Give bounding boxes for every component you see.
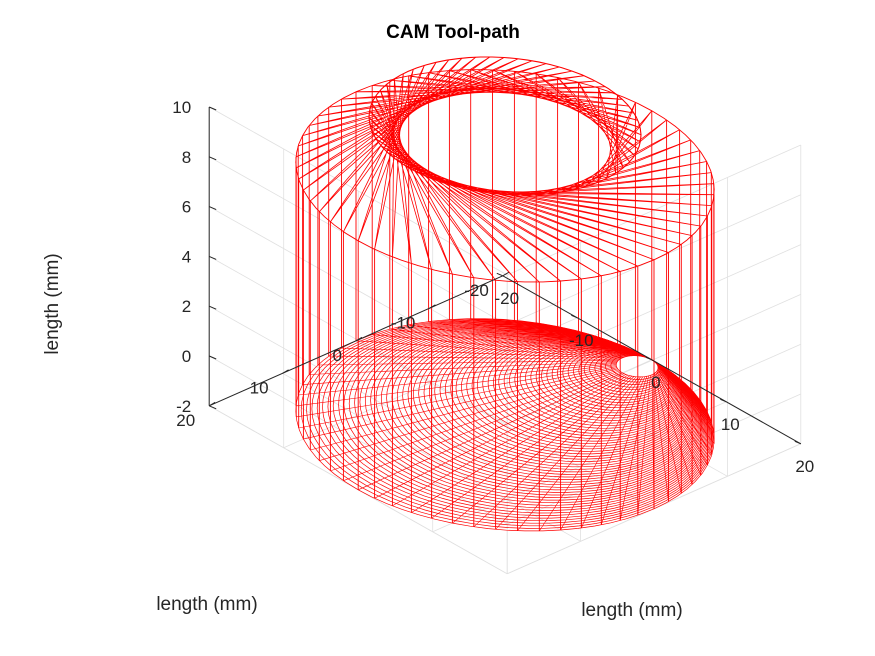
toolpath-bottom-spoke (495, 376, 637, 530)
x-tick-label: 0 (651, 373, 660, 392)
toolpath-bottom-spoke (617, 343, 649, 359)
toolpath-bottom-spoke (581, 376, 646, 529)
z-tick (209, 405, 217, 410)
toolpath-bottom-spoke (473, 376, 635, 528)
toolpath-bottom-spoke (317, 360, 619, 366)
toolpath-bottom-spoke (657, 364, 707, 411)
toolpath-top-inner-ring (368, 56, 642, 196)
toolpath-bottom-spoke (657, 365, 712, 422)
toolpath-bottom-spoke (452, 375, 633, 524)
toolpath-top-rim (295, 69, 715, 283)
z-tick (209, 156, 217, 161)
y-tick (282, 369, 289, 374)
z-tick (209, 255, 217, 260)
toolpath-bottom-spoke (389, 328, 626, 357)
toolpath-top-fan (295, 56, 715, 283)
y-tick (502, 271, 510, 277)
toolpath-bottom-spoke (657, 370, 708, 466)
z-tick-label: 2 (182, 297, 191, 316)
toolpath-bottom-spoke (619, 375, 649, 521)
toolpath-bottom-spoke (372, 334, 624, 358)
y-tick (355, 336, 363, 342)
y-tick (208, 401, 216, 407)
z-tick (209, 355, 217, 360)
x-tick-label: 10 (721, 415, 740, 434)
y-tick-label: -20 (464, 281, 489, 300)
z-tick-label: 10 (172, 98, 191, 117)
z-tick (209, 206, 217, 211)
toolpath-bottom-spoke (343, 371, 622, 481)
toolpath-bottom-spoke (408, 324, 628, 357)
toolpath-bottom-spoke (655, 372, 693, 485)
toolpath-bottom-spoke (298, 363, 617, 396)
z-tick (209, 305, 217, 310)
y-tick-label: 20 (176, 411, 195, 430)
toolpath-bottom-spoke (656, 371, 702, 476)
toolpath-bottom-spoke (657, 369, 713, 455)
x-tick-label: 20 (795, 457, 814, 476)
toolpath-bottom-spoke (310, 368, 618, 451)
toolpath-bottom-spoke (657, 368, 715, 444)
toolpath-bottom-spoke (517, 376, 639, 531)
toolpath-bottom-spoke (330, 370, 620, 472)
toolpath-bottom-spoke (578, 331, 645, 358)
y-tick-label: -10 (391, 313, 416, 332)
toolpath-bottom-spoke (637, 375, 651, 516)
toolpath-bottom-spoke (655, 362, 691, 390)
y-tick (429, 304, 436, 309)
z-tick-label: 0 (182, 347, 191, 366)
z-tick-label: -2 (176, 397, 191, 416)
x-axis-label: length (mm) (581, 600, 682, 621)
toolpath-bottom-spoke (536, 322, 641, 357)
toolpath-bottom-spoke (654, 361, 680, 379)
toolpath-bottom-spoke (470, 318, 634, 356)
z-tick-label: 4 (182, 247, 191, 266)
toolpath-bottom-spoke (657, 366, 715, 433)
toolpath-bottom-spoke (514, 320, 639, 357)
toolpath-bottom-spoke (298, 366, 617, 429)
toolpath-bottom-spoke (355, 340, 623, 359)
x-tick-label: -10 (569, 331, 594, 350)
x-tick (720, 398, 727, 403)
z-tick-label: 6 (182, 198, 191, 217)
z-axis-label: length (mm) (42, 253, 63, 354)
toolpath-bottom-spoke (654, 373, 682, 494)
x-tick (571, 314, 578, 319)
toolpath-bottom-spoke (601, 376, 648, 525)
x-tick-label: -20 (495, 289, 520, 308)
toolpath-bottom-spoke (598, 336, 647, 358)
y-tick-label: 10 (250, 378, 269, 397)
toolpath-bottom-spoke (295, 364, 617, 407)
toolpath-bottom-spoke (492, 318, 636, 356)
toolpath-bottom-spoke (431, 375, 630, 519)
x-tick (645, 356, 652, 361)
toolpath-bottom-spoke (341, 347, 621, 359)
toolpath-bottom-spoke (309, 361, 618, 375)
z-tick (209, 106, 217, 111)
toolpath-bottom-spoke (319, 369, 619, 461)
z-tick-label: 8 (182, 148, 191, 167)
y-axis-label: length (mm) (156, 594, 257, 615)
data-layer (295, 56, 715, 532)
x-tick (794, 440, 801, 445)
toolpath-bottom-spoke (374, 373, 625, 499)
toolpath-bottom-spoke (653, 373, 669, 502)
toolpath-bottom-spoke (302, 362, 617, 385)
x-tick (496, 272, 503, 277)
y-tick-label: 0 (333, 346, 342, 365)
toolpath-bottom-spoke (539, 376, 641, 532)
axes-layer (208, 106, 802, 445)
toolpath-bottom-spoke (428, 321, 630, 357)
toolpath-bottom-spoke (411, 374, 628, 513)
toolpath-bottom-spoke (303, 367, 618, 440)
chart-title: CAM Tool-path (386, 22, 520, 43)
toolpath-bottom-spoke (296, 365, 617, 418)
toolpath-bottom-spoke (358, 372, 623, 491)
toolpath-bottom-spoke (557, 326, 643, 357)
